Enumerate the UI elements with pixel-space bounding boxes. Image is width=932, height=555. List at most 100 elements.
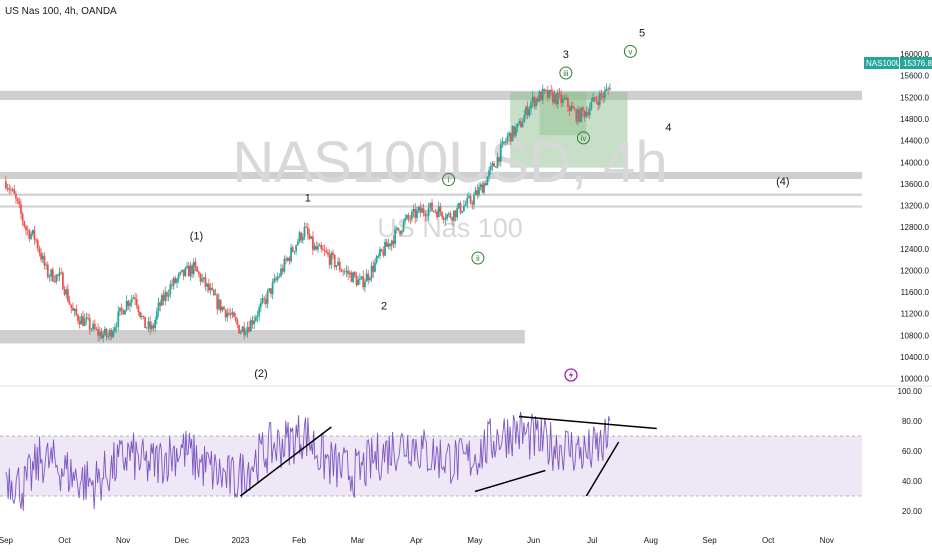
candle-body bbox=[186, 266, 188, 268]
time-axis-label: Jun bbox=[527, 536, 540, 545]
candle-body bbox=[535, 99, 537, 107]
candle-body bbox=[220, 299, 222, 310]
candle-body bbox=[106, 329, 108, 337]
candle-body bbox=[433, 211, 435, 212]
candle-body bbox=[379, 249, 381, 256]
candle-body bbox=[136, 299, 138, 306]
candle-body bbox=[485, 183, 487, 185]
price-axis-label: 13200.0 bbox=[900, 202, 929, 211]
candle-body bbox=[119, 308, 121, 312]
candle-body bbox=[508, 133, 510, 136]
candle-body bbox=[178, 274, 180, 279]
candle-body bbox=[527, 107, 529, 116]
candle-body bbox=[74, 309, 76, 311]
candle-body bbox=[5, 181, 7, 188]
price-axis-label: 14800.0 bbox=[900, 115, 929, 124]
candle-body bbox=[263, 298, 265, 299]
candle-body bbox=[277, 277, 279, 280]
candle-body bbox=[289, 258, 291, 261]
candle-body bbox=[84, 319, 86, 326]
candle-body bbox=[456, 208, 458, 218]
candle-body bbox=[540, 92, 542, 100]
candle-body bbox=[33, 230, 35, 239]
candle-body bbox=[117, 311, 119, 326]
candle-body bbox=[223, 307, 225, 310]
candle-body bbox=[429, 203, 431, 208]
alert-icon[interactable] bbox=[565, 369, 577, 381]
candle-body bbox=[94, 324, 96, 329]
candle-body bbox=[57, 275, 59, 276]
candle-body bbox=[451, 218, 453, 221]
candle-body bbox=[116, 326, 118, 327]
candle-body bbox=[515, 127, 517, 135]
candle-body bbox=[476, 190, 478, 195]
price-axis-label: 14000.0 bbox=[900, 158, 929, 167]
candle-body bbox=[393, 240, 395, 244]
candle-body bbox=[582, 108, 584, 111]
candle-body bbox=[13, 189, 15, 194]
price-axis-label: 14400.0 bbox=[900, 137, 929, 146]
candle-body bbox=[257, 316, 259, 318]
candle-body bbox=[47, 265, 49, 277]
candle-body bbox=[493, 163, 495, 166]
candle-body bbox=[96, 329, 98, 330]
candle-body bbox=[594, 97, 596, 100]
candle-body bbox=[356, 276, 358, 285]
candle-body bbox=[587, 112, 589, 115]
candle-body bbox=[317, 246, 319, 249]
candle-body bbox=[190, 265, 192, 276]
candle-body bbox=[307, 227, 309, 234]
candle-body bbox=[497, 157, 499, 167]
candle-body bbox=[169, 285, 171, 295]
candle-body bbox=[205, 277, 207, 286]
candle-body bbox=[44, 256, 46, 266]
candle-body bbox=[102, 335, 104, 339]
wave-label: v bbox=[628, 47, 632, 56]
candle-body bbox=[114, 327, 116, 331]
candle-body bbox=[597, 101, 599, 105]
candle-body bbox=[423, 208, 425, 213]
candle-body bbox=[507, 136, 509, 141]
candle-body bbox=[101, 332, 103, 339]
candle-body bbox=[518, 121, 520, 123]
candle-body bbox=[550, 90, 552, 92]
candle-body bbox=[299, 233, 301, 242]
candle-body bbox=[490, 166, 492, 170]
candle-body bbox=[601, 93, 603, 95]
candle-body bbox=[337, 262, 339, 265]
candle-body bbox=[545, 90, 547, 91]
candle-body bbox=[480, 184, 482, 187]
candle-body bbox=[483, 183, 485, 192]
candle-body bbox=[70, 304, 72, 307]
candle-body bbox=[554, 94, 556, 102]
price-tag-value: 15376.8 bbox=[903, 59, 932, 68]
rsi-trendline[interactable] bbox=[519, 417, 657, 429]
candle-body bbox=[310, 236, 312, 238]
candle-body bbox=[495, 167, 497, 168]
candle-body bbox=[547, 90, 549, 98]
candle-body bbox=[255, 317, 257, 320]
candle-body bbox=[168, 295, 170, 297]
candle-body bbox=[357, 280, 359, 285]
time-axis-label: Apr bbox=[410, 536, 423, 545]
candle-body bbox=[193, 262, 195, 274]
candle-body bbox=[522, 122, 524, 127]
candle-body bbox=[69, 301, 71, 304]
candle-body bbox=[434, 211, 436, 212]
candle-body bbox=[35, 239, 37, 240]
price-axis-label: 10400.0 bbox=[900, 353, 929, 362]
candle-body bbox=[287, 258, 289, 261]
candle-body bbox=[60, 272, 62, 273]
time-axis-label: Sep bbox=[0, 536, 14, 545]
candle-body bbox=[418, 207, 420, 210]
candle-body bbox=[144, 317, 146, 328]
candle-body bbox=[104, 329, 106, 335]
candle-body bbox=[376, 256, 378, 263]
candle-body bbox=[18, 201, 20, 204]
candle-body bbox=[324, 250, 326, 251]
candle-body bbox=[544, 89, 546, 91]
candle-body bbox=[15, 194, 17, 199]
candle-body bbox=[129, 303, 131, 306]
